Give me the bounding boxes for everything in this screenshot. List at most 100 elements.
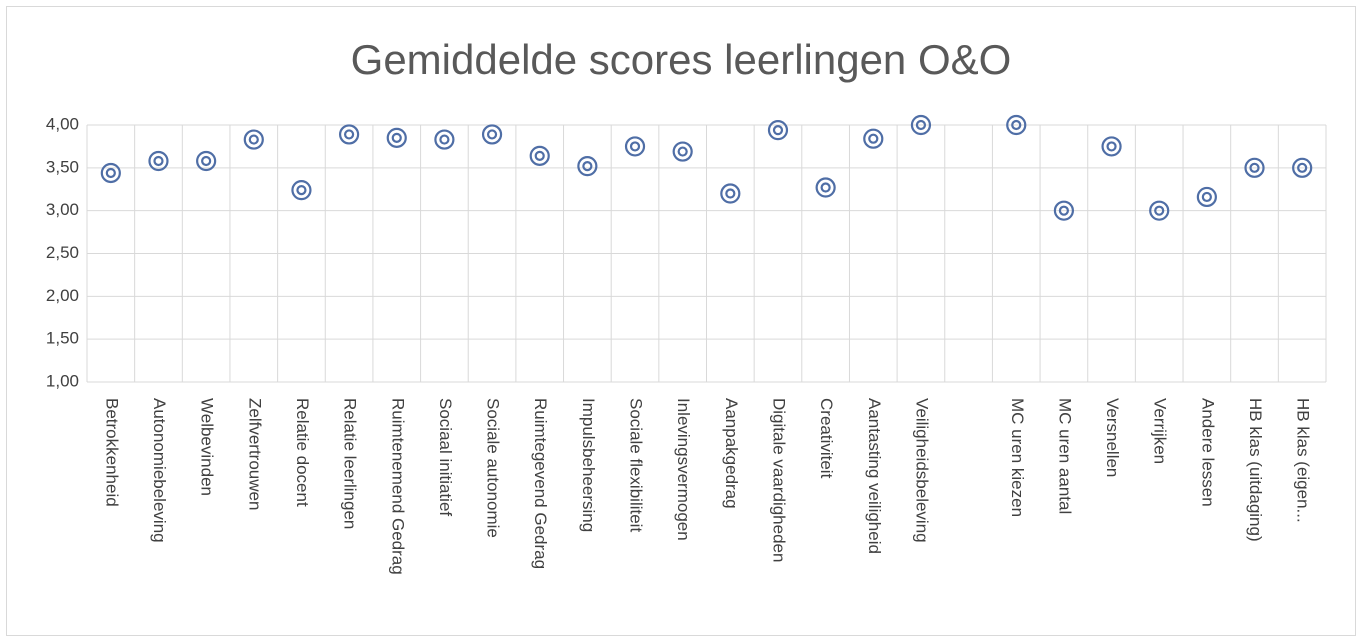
y-tick-label: 1,00 [46, 371, 79, 390]
marker-ring [772, 125, 784, 136]
marker [1053, 200, 1075, 221]
chart-border [6, 6, 1356, 636]
marker [481, 124, 503, 145]
marker [577, 156, 598, 177]
x-tick-label: MC uren aantal [1055, 398, 1074, 514]
marker [148, 150, 169, 172]
marker-ring [910, 114, 932, 136]
marker [338, 124, 360, 145]
marker-ring [629, 141, 641, 152]
marker-ring [296, 185, 307, 196]
x-tick-label: Sociaal initiatief [436, 398, 455, 516]
marker-ring [1201, 191, 1212, 203]
marker-ring [720, 183, 741, 204]
marker [386, 127, 407, 148]
marker-ring [767, 120, 789, 141]
marker [1006, 114, 1027, 136]
marker [529, 145, 550, 166]
marker [1149, 200, 1170, 221]
x-tick-label: HB klas (uitdaging) [1246, 398, 1265, 542]
x-tick-label: Sociale flexibiliteit [627, 398, 646, 532]
y-tick-label: 2,50 [46, 243, 79, 262]
marker [672, 141, 693, 162]
x-tick-label: Andere lessen [1198, 398, 1217, 507]
marker-ring [820, 182, 831, 193]
marker-ring [100, 162, 121, 184]
x-tick-label: Autonomiebeleving [150, 398, 169, 543]
marker-ring [1006, 114, 1027, 136]
marker [720, 183, 741, 204]
x-tick-label: Betrokkenheid [102, 398, 121, 507]
marker-ring [1297, 162, 1308, 173]
x-tick-label: Relatie leerlingen [341, 398, 360, 529]
x-tick-label: Zelfvertrouwen [245, 398, 264, 510]
chart-title: Gemiddelde scores leerlingen O&O [351, 36, 1012, 83]
marker-ring [577, 156, 598, 177]
y-tick-label: 3,50 [46, 157, 79, 176]
marker-ring [1053, 200, 1075, 221]
y-tick-label: 1,50 [46, 329, 79, 348]
marker-ring [391, 132, 402, 143]
x-tick-label: Impulsbeheersing [579, 398, 598, 532]
marker-ring [624, 136, 646, 157]
marker [291, 180, 312, 201]
marker [863, 128, 884, 149]
marker-ring [1101, 136, 1122, 157]
marker-ring [434, 129, 455, 150]
x-tick-label: Sociale autonomie [484, 398, 503, 538]
y-tick-label: 2,00 [46, 286, 79, 305]
marker [767, 120, 789, 141]
x-tick-label: Aantasting veiligheid [865, 398, 884, 554]
marker-ring [481, 124, 503, 145]
marker-ring [868, 133, 879, 144]
marker-ring [486, 129, 498, 140]
marker [243, 129, 264, 150]
marker-ring [915, 119, 927, 131]
x-tick-label: Digitale vaardigheden [769, 398, 788, 562]
marker-ring [105, 167, 116, 179]
y-tick-label: 4,00 [46, 114, 79, 133]
marker-ring [1011, 119, 1022, 131]
marker-ring [201, 155, 212, 167]
x-tick-label: Inlevingsvermogen [674, 398, 693, 541]
marker [100, 162, 121, 184]
x-tick-label: Creativiteit [817, 398, 836, 479]
marker-ring [1292, 157, 1313, 178]
marker-ring [529, 145, 550, 166]
marker-ring [343, 129, 355, 140]
marker-ring [1249, 162, 1260, 173]
x-tick-label: Veiligheidsbeleving [912, 398, 931, 543]
marker [910, 114, 932, 136]
marker-ring [863, 128, 884, 149]
marker-ring [338, 124, 360, 145]
marker-ring [534, 150, 545, 161]
x-tick-label: Aanpakgedrag [722, 398, 741, 509]
x-tick-label: Relatie docent [293, 398, 312, 507]
y-tick-label: 3,00 [46, 200, 79, 219]
marker-ring [725, 188, 736, 199]
x-tick-label: Welbevinden [198, 398, 217, 496]
marker-ring [248, 134, 259, 145]
x-tick-label: Verrijken [1151, 398, 1170, 464]
x-tick-label: MC uren kiezen [1008, 398, 1027, 517]
marker-ring [815, 177, 836, 198]
x-tick-label: Versnellen [1103, 398, 1122, 477]
marker [1196, 186, 1217, 208]
marker-ring [582, 161, 593, 172]
marker [1101, 136, 1122, 157]
marker-ring [1058, 205, 1070, 216]
marker [196, 150, 217, 172]
marker [434, 129, 455, 150]
marker-ring [1149, 200, 1170, 221]
marker [815, 177, 836, 198]
marker-ring [1154, 205, 1165, 216]
marker-ring [291, 180, 312, 201]
marker-ring [1196, 186, 1217, 208]
marker-ring [1106, 141, 1117, 152]
marker-ring [386, 127, 407, 148]
marker [624, 136, 646, 157]
marker-ring [148, 150, 169, 172]
marker-ring [196, 150, 217, 172]
marker-ring [439, 134, 450, 145]
